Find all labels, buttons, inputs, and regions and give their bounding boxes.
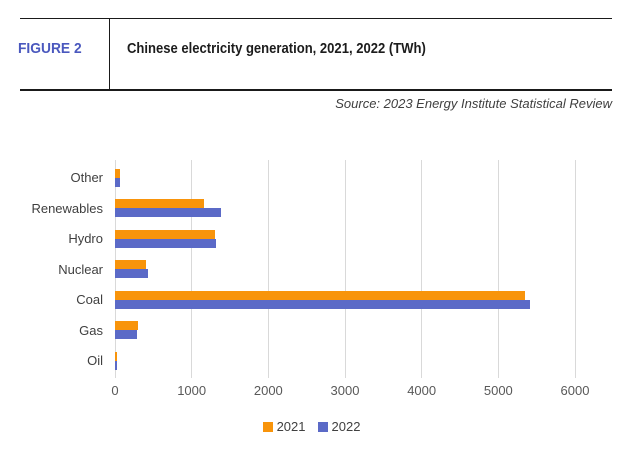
bar-2021-gas bbox=[115, 321, 138, 330]
gridline-2000 bbox=[267, 160, 269, 378]
legend-swatch-2022 bbox=[317, 421, 328, 432]
bar-2022-oil bbox=[115, 360, 117, 370]
x-tick-6000: 6000 bbox=[560, 383, 590, 398]
x-tick-3000: 3000 bbox=[330, 383, 360, 398]
bar-2022-hydro bbox=[115, 238, 217, 248]
category-label-hydro: Hydro bbox=[68, 231, 103, 246]
gridline-6000 bbox=[574, 160, 576, 378]
gridline-4000 bbox=[421, 160, 423, 378]
bar-2022-nuclear bbox=[115, 269, 149, 278]
category-label-other: Other bbox=[70, 170, 103, 185]
x-tick-2000: 2000 bbox=[253, 383, 283, 398]
bar-2021-hydro bbox=[115, 229, 215, 239]
legend-item-2021: 2021 bbox=[262, 419, 306, 434]
bar-2021-nuclear bbox=[115, 260, 147, 269]
chart-legend: 2021 2022 bbox=[0, 420, 623, 433]
x-tick-4000: 4000 bbox=[407, 383, 437, 398]
bar-2021-oil bbox=[115, 351, 117, 361]
gridline-1000 bbox=[191, 160, 193, 378]
bar-2022-coal bbox=[115, 299, 530, 309]
bar-2021-renewables bbox=[115, 199, 204, 208]
x-tick-5000: 5000 bbox=[483, 383, 513, 398]
legend-item-2022: 2022 bbox=[317, 419, 361, 434]
figure-number-label: FIGURE 2 bbox=[18, 40, 82, 57]
header-divider bbox=[108, 18, 110, 90]
gridline-5000 bbox=[497, 160, 499, 378]
bar-2021-other bbox=[115, 168, 121, 178]
figure-title: Chinese electricity generation, 2021, 20… bbox=[127, 41, 426, 57]
legend-swatch-2021 bbox=[262, 421, 273, 432]
category-label-oil: Oil bbox=[87, 353, 103, 368]
legend-label-2022: 2022 bbox=[331, 419, 361, 434]
bar-2022-other bbox=[115, 177, 120, 187]
header-bottom-rule bbox=[20, 89, 612, 91]
x-tick-0: 0 bbox=[111, 383, 119, 398]
source-attribution: Source: 2023 Energy Institute Statistica… bbox=[335, 96, 612, 111]
category-label-coal: Coal bbox=[76, 292, 103, 307]
bar-2021-coal bbox=[115, 290, 526, 300]
category-label-nuclear: Nuclear bbox=[58, 261, 103, 277]
category-label-renewables: Renewables bbox=[31, 200, 103, 216]
bar-2022-renewables bbox=[115, 208, 221, 217]
x-tick-1000: 1000 bbox=[177, 383, 207, 398]
bar-2022-gas bbox=[115, 330, 138, 339]
legend-label-2021: 2021 bbox=[276, 419, 306, 434]
gridline-3000 bbox=[344, 160, 346, 378]
category-label-gas: Gas bbox=[79, 322, 103, 338]
header-top-rule bbox=[20, 17, 612, 19]
